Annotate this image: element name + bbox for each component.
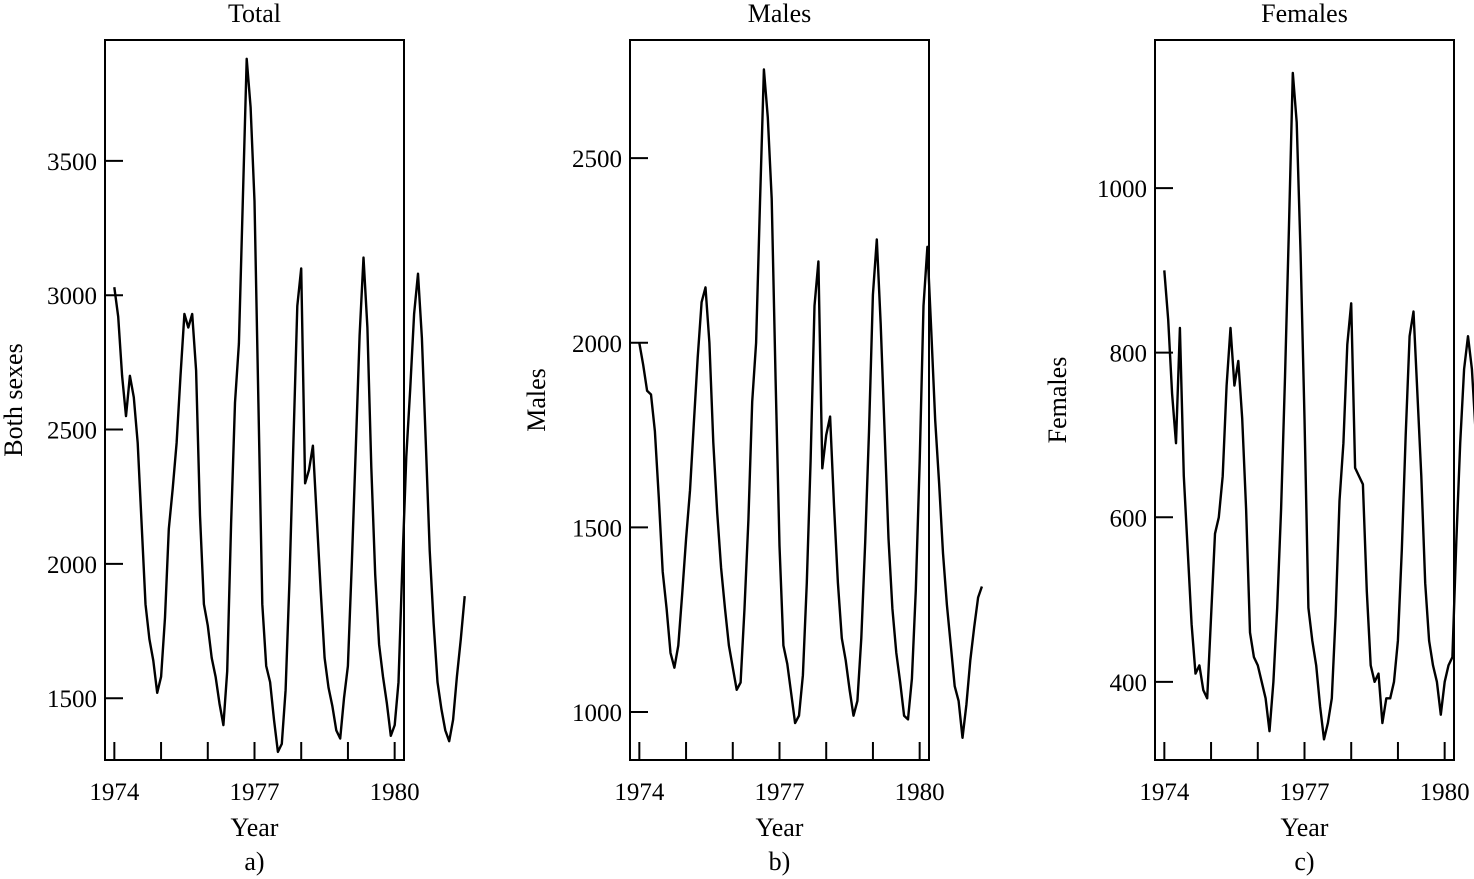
series-line-total (113, 57, 466, 754)
panel-males: 1974 1977 1980 1000 1500 2000 2500 Males Year b) M… (522, 0, 984, 876)
x-tick-label: 1977 (755, 779, 805, 806)
y-tick-label: 3500 (47, 149, 97, 176)
y-tick-label: 1000 (1097, 176, 1147, 203)
x-tick-label: 1974 (1139, 779, 1190, 806)
y-tick-label: 2000 (47, 552, 97, 579)
panel-tag: b) (769, 847, 791, 876)
y-axis-label: Females (1043, 357, 1072, 444)
x-tick-label: 1974 (89, 779, 140, 806)
panel-females: 1974 1977 1980 400 600 800 1000 Females Year c) Fe… (1043, 0, 1474, 876)
y-tick-label: 3000 (47, 283, 97, 310)
x-tick-label: 1977 (230, 779, 280, 806)
chart-title-females: Females (1261, 0, 1348, 28)
panel-total: 1974 1977 1980 1500 2000 2500 3000 3500 Total Yea… (0, 0, 466, 876)
y-tick-label: 400 (1110, 670, 1148, 697)
y-tick-label: 1500 (47, 686, 97, 713)
y-axis-label: Both sexes (0, 343, 28, 456)
panel-tag: c) (1294, 847, 1314, 876)
y-tick-label: 2000 (572, 331, 622, 358)
chart-title-males: Males (748, 0, 812, 28)
x-axis-label: Year (231, 813, 279, 842)
x-axis-label: Year (756, 813, 804, 842)
x-axis-label: Year (1281, 813, 1329, 842)
x-tick-label: 1980 (1420, 779, 1470, 806)
y-tick-label: 800 (1110, 341, 1148, 368)
panel-tag: a) (244, 847, 264, 876)
chart-title-total: Total (228, 0, 281, 28)
y-tick-label: 600 (1110, 505, 1148, 532)
y-tick-label: 2500 (47, 418, 97, 445)
x-tick-label: 1977 (1280, 779, 1330, 806)
y-axis-label: Males (522, 368, 551, 432)
x-tick-label: 1974 (614, 779, 665, 806)
plot-frame (104, 39, 405, 761)
series-line-males (638, 68, 984, 739)
x-tick-label: 1980 (895, 779, 945, 806)
y-tick-label: 1000 (572, 700, 622, 727)
y-tick-label: 1500 (572, 515, 622, 542)
x-tick-label: 1980 (370, 779, 420, 806)
series-line-females (1163, 71, 1474, 741)
y-tick-label: 2500 (572, 146, 622, 173)
